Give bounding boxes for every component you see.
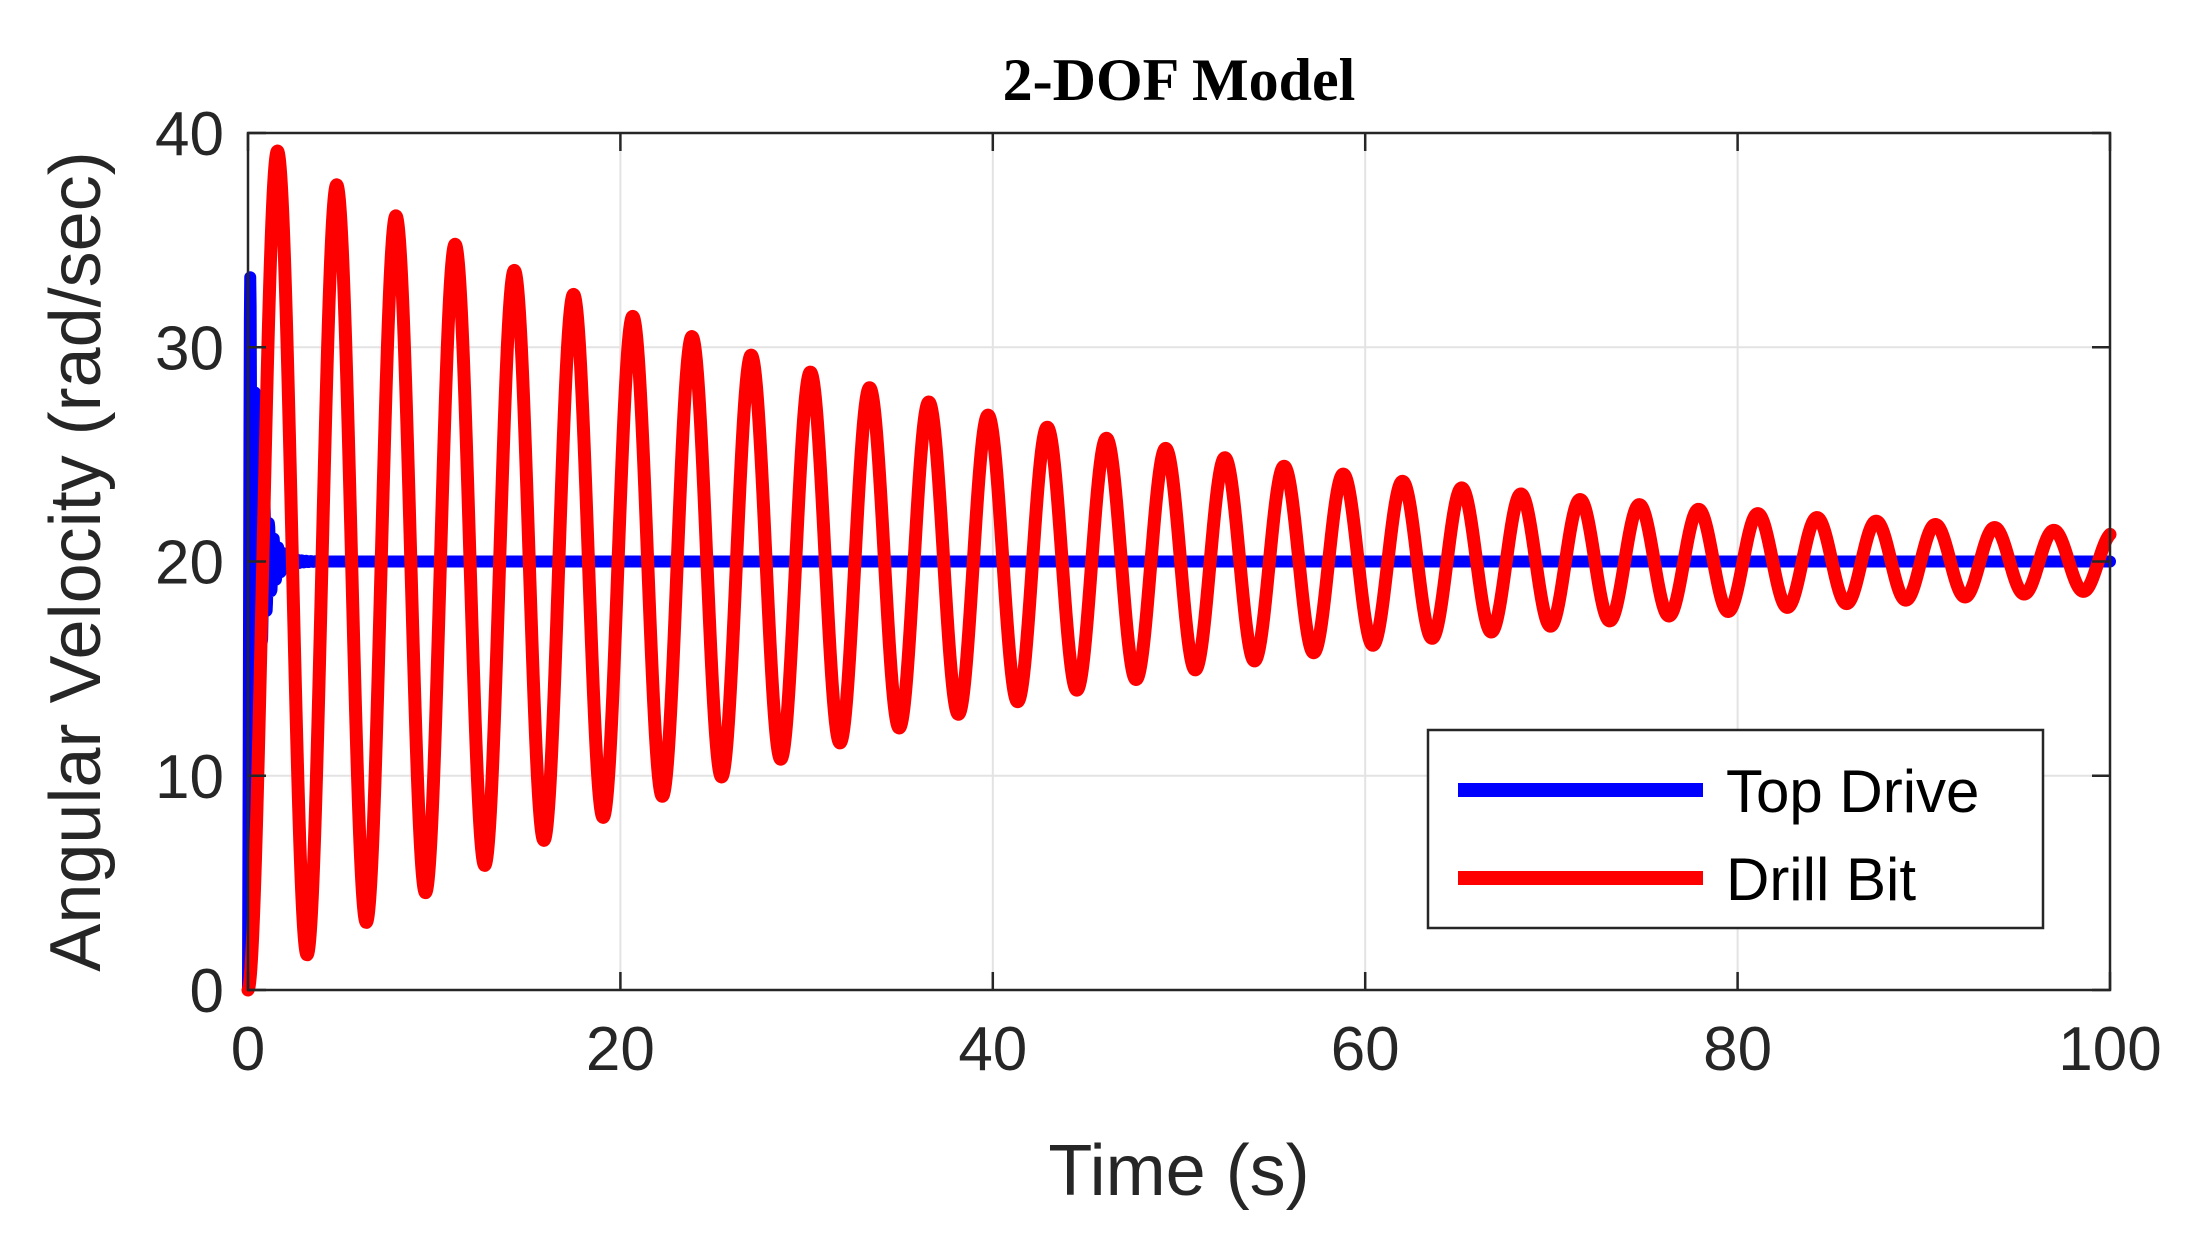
x-tick-label: 80 [1703, 1015, 1772, 1084]
x-tick-label: 0 [231, 1015, 265, 1084]
y-tick-label: 40 [155, 100, 224, 169]
series-line-drill-bit [241, 144, 2117, 997]
y-tick-label: 20 [155, 529, 224, 598]
x-tick-label: 60 [1331, 1015, 1400, 1084]
y-tick-label: 30 [155, 314, 224, 383]
legend-entry-top-drive: Top Drive [1726, 758, 1979, 825]
x-tick-label: 40 [958, 1015, 1027, 1084]
chart-title: 2-DOF Model [1003, 47, 1356, 113]
legend-entry-drill-bit: Drill Bit [1726, 846, 1916, 913]
ticks: 0 20 40 60 80 100 0 10 20 30 40 [155, 100, 2162, 1084]
x-tick-label: 100 [2058, 1015, 2161, 1084]
legend-box [1426, 728, 2045, 930]
y-tick-label: 10 [155, 743, 224, 812]
legend: Top Drive Drill Bit [1426, 728, 2045, 930]
y-axis-label: Angular Velocity (rad/sec) [36, 151, 116, 971]
series-layer [241, 144, 2117, 997]
x-tick-label: 20 [586, 1015, 655, 1084]
y-tick-label: 0 [190, 957, 224, 1026]
labels: 2-DOF Model Time (s) Angular Velocity (r… [36, 47, 1355, 1211]
x-axis-label: Time (s) [1048, 1131, 1309, 1211]
